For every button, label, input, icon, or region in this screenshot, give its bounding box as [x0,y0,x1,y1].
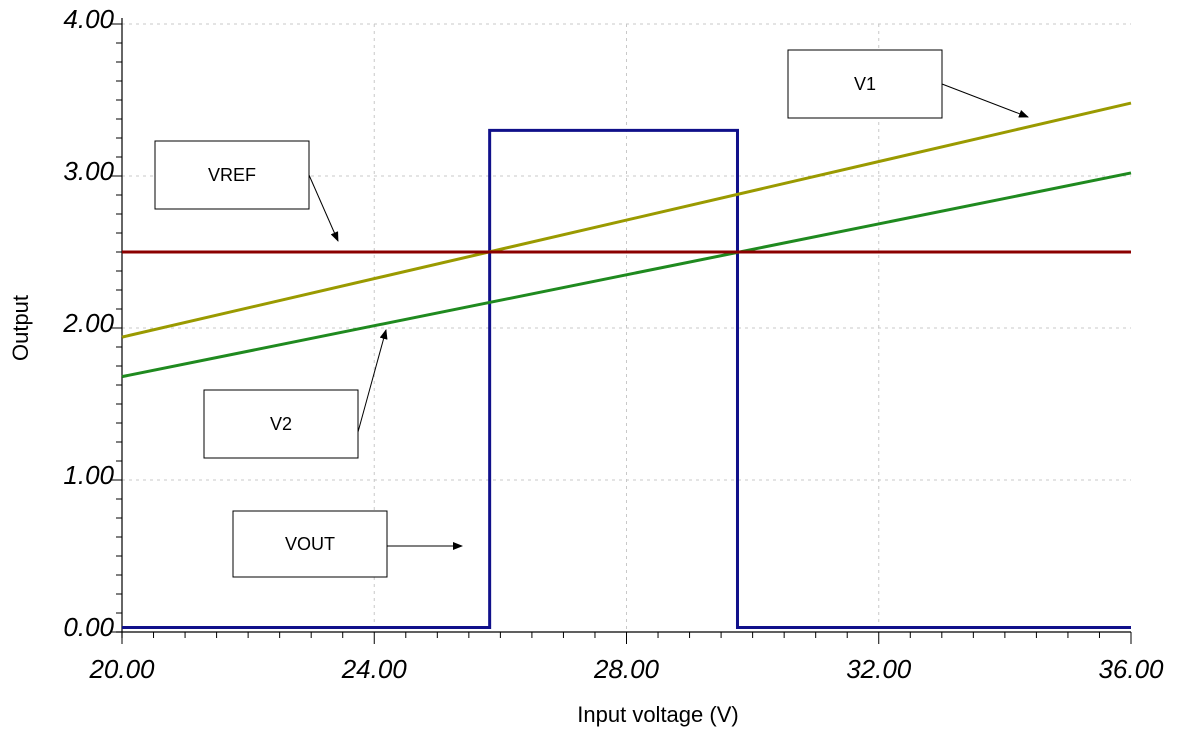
annotation-label-vout: VOUT [285,534,335,554]
y-tick-label: 4.00 [63,4,114,34]
y-tick-label: 0.00 [63,612,114,642]
annotation-arrow-v2 [357,329,388,433]
series-vout-line [122,128,1131,629]
tick-labels: 20.00 24.00 28.00 32.00 36.00 0.00 1.00 2.00 3.0… [62,4,1164,684]
y-tick-label: 2.00 [62,308,114,338]
series-v1-line [121,101,1132,339]
annotation-label-vref: VREF [208,165,256,185]
x-tick-label: 24.00 [341,654,408,684]
annotation-box-v2 [203,389,359,459]
x-axis-label: Input voltage (V) [577,702,738,727]
y-tick-label: 3.00 [63,156,114,186]
x-tick-label: 20.00 [88,654,155,684]
x-tick-label: 32.00 [846,654,912,684]
series-v2-line [121,171,1132,379]
annotation-box-vref [154,140,310,210]
series-group [121,101,1132,629]
annotation-box-vout [232,510,388,578]
y-axis-label: Output [8,295,33,361]
annotation-label-v2: V2 [270,414,292,434]
annotation-box-v1 [787,49,943,119]
x-tick-label: 36.00 [1098,654,1164,684]
annotation-arrow-v1 [941,83,1029,118]
y-tick-label: 1.00 [63,460,114,490]
annotations: V1 VREF V2 VOUT [154,49,1029,578]
x-tick-label: 28.00 [593,654,660,684]
axes [110,18,1132,644]
annotation-label-v1: V1 [854,74,876,94]
annotation-arrow-vref [308,174,339,242]
